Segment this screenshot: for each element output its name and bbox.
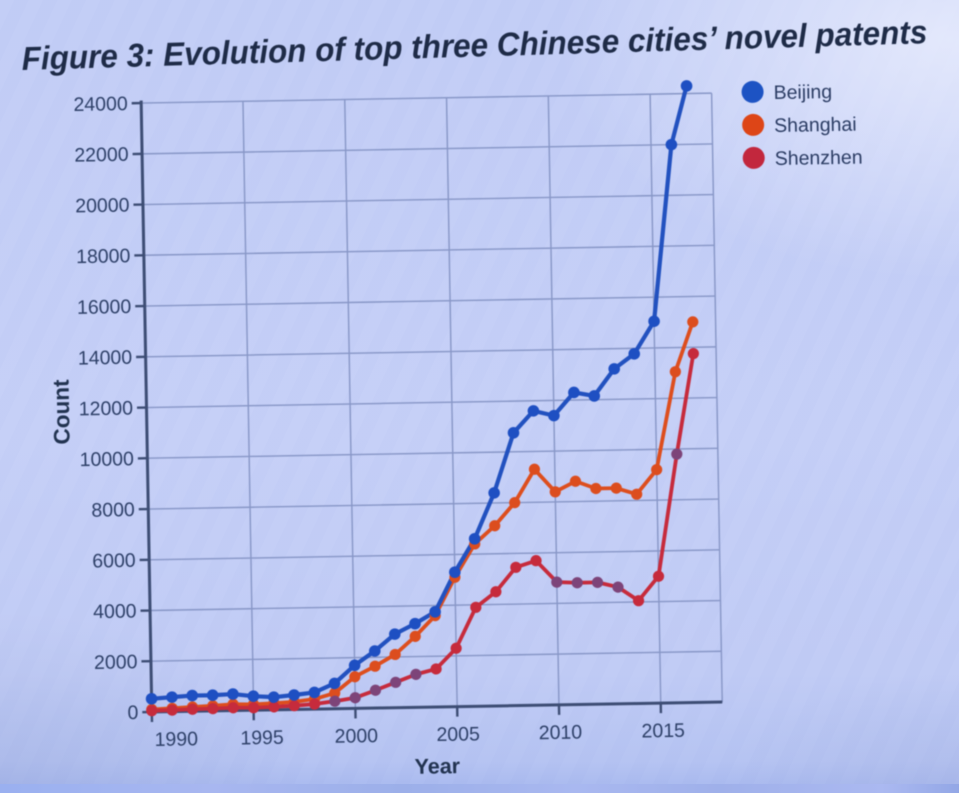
svg-text:6000: 6000 (92, 550, 136, 573)
svg-text:8000: 8000 (91, 499, 135, 522)
svg-text:22000: 22000 (74, 144, 129, 167)
svg-text:16000: 16000 (77, 296, 132, 319)
svg-text:2000: 2000 (94, 651, 138, 674)
svg-text:1990: 1990 (154, 728, 198, 751)
svg-text:20000: 20000 (75, 195, 130, 218)
svg-text:4000: 4000 (93, 600, 137, 623)
svg-text:12000: 12000 (79, 397, 134, 420)
svg-text:24000: 24000 (73, 93, 128, 116)
svg-text:Count: Count (48, 379, 74, 445)
svg-text:2015: 2015 (641, 720, 685, 743)
svg-text:2000: 2000 (334, 725, 378, 748)
svg-text:Shanghai: Shanghai (774, 114, 857, 137)
svg-text:1995: 1995 (240, 727, 284, 750)
svg-text:18000: 18000 (76, 245, 131, 268)
svg-text:2010: 2010 (539, 721, 583, 744)
svg-text:10000: 10000 (79, 448, 134, 471)
svg-text:14000: 14000 (78, 347, 133, 370)
svg-text:0: 0 (127, 702, 138, 724)
svg-text:Shenzhen: Shenzhen (775, 147, 863, 171)
svg-text:2005: 2005 (436, 723, 480, 746)
svg-text:Beijing: Beijing (773, 81, 832, 104)
svg-text:Year: Year (414, 754, 460, 779)
svg-text:Figure 3: Evolution of top thr: Figure 3: Evolution of top three Chinese… (21, 13, 928, 77)
